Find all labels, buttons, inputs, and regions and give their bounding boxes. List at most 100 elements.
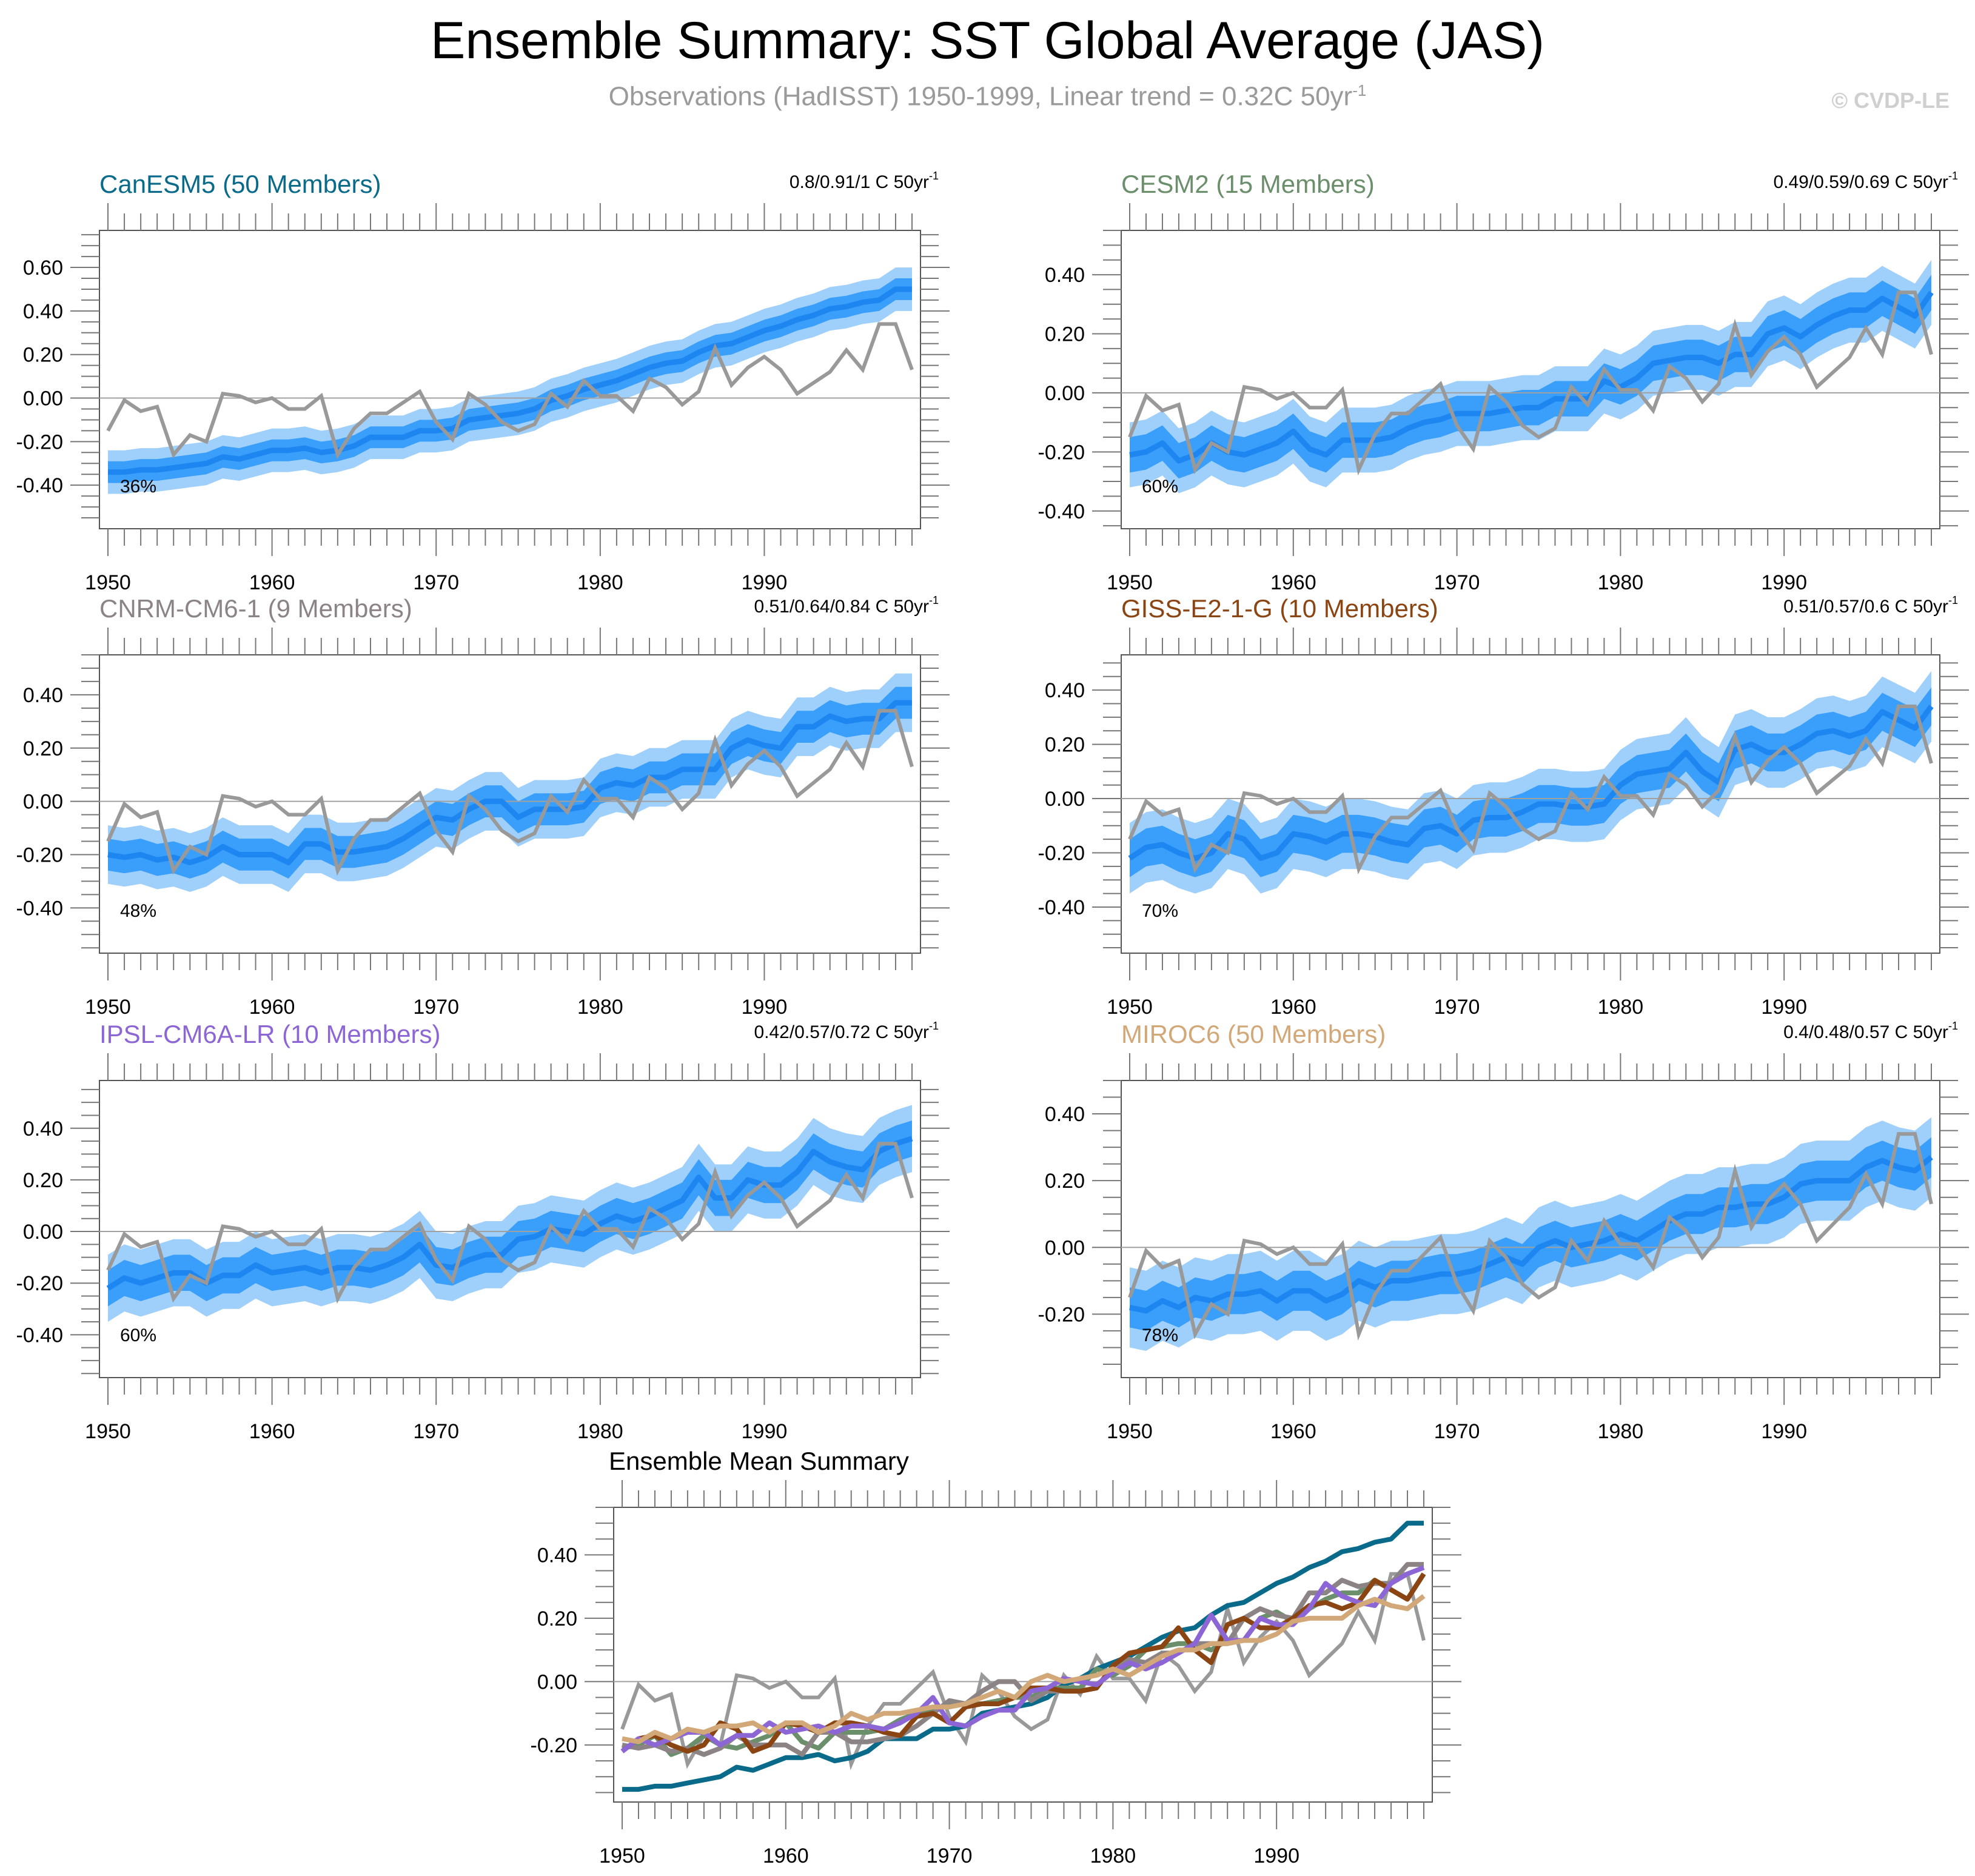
summary-title: Ensemble Mean Summary: [609, 1447, 909, 1475]
ensemble-mean-line: [1129, 290, 1934, 464]
panel-3-xtick-label: 1950: [85, 996, 131, 1019]
summary-xtick-label: 1960: [763, 1844, 809, 1868]
trend-stat: 0.49/0.59/0.69 C 50yr-1: [1773, 170, 1958, 192]
ensemble-mean-line: [1128, 705, 1934, 861]
panel-4-xtick-label: 1970: [1434, 996, 1480, 1019]
summary-xtick-label: 1970: [927, 1844, 973, 1868]
panel-4-ytick-label: 0.20: [1045, 734, 1085, 757]
panel-5-ytick-label: 0.40: [23, 1117, 63, 1141]
spread-band-inner: [108, 1121, 912, 1307]
percent-rank-label: 48%: [120, 901, 156, 921]
panel-5-ytick-label: -0.20: [16, 1272, 64, 1295]
spread-band-inner: [108, 278, 912, 483]
ensemble-mean-line: [108, 286, 912, 475]
panel-1-ytick-label: 0.20: [23, 344, 63, 367]
panel-5-xtick-label: 1990: [742, 1420, 788, 1443]
panel-2-ytick-label: -0.40: [1038, 500, 1085, 523]
panel-1-ytick-label: -0.20: [16, 430, 64, 454]
panel-3-ytick-label: -0.20: [16, 843, 64, 866]
panel-3-ytick-label: 0.00: [23, 791, 63, 814]
panel-5-xtick-label: 1970: [413, 1420, 459, 1443]
observations-line: [1128, 1132, 1933, 1341]
figure-title: Ensemble Summary: SST Global Average (JA…: [430, 12, 1545, 70]
spread-band-inner: [1130, 1137, 1931, 1331]
model-panel: CNRM-CM6-1 (9 Members) 0.51/0.64/0.84 C 5…: [16, 594, 950, 1019]
panel-2-xtick-label: 1980: [1598, 571, 1644, 594]
panel-4-frame: [1121, 654, 1940, 954]
summary-ytick-label: 0.40: [537, 1544, 577, 1567]
summary-xtick-label: 1950: [599, 1844, 645, 1868]
trend-stat: 0.51/0.57/0.6 C 50yr-1: [1783, 594, 1958, 617]
panel-3-xtick-label: 1990: [742, 996, 788, 1019]
panel-6-ytick-label: -0.20: [1038, 1303, 1085, 1326]
trend-stat-superscript: -1: [929, 1020, 939, 1032]
trend-stat: 0.4/0.48/0.57 C 50yr-1: [1783, 1020, 1958, 1042]
summary-xtick-label: 1990: [1253, 1844, 1299, 1868]
ensemble-mean-line: [107, 700, 912, 866]
panel-title: CNRM-CM6-1 (9 Members): [99, 594, 412, 623]
panel-6-ytick-label: 0.20: [1045, 1170, 1085, 1193]
trend-stat-superscript: -1: [1948, 1020, 1958, 1032]
panel-4-xtick-label: 1980: [1598, 996, 1644, 1019]
summary-model-line: [622, 1521, 1424, 1792]
summary-xtick-label: 1980: [1090, 1844, 1136, 1868]
panel-title: IPSL-CM6A-LR (10 Members): [99, 1020, 440, 1048]
panel-3-xtick-label: 1980: [577, 996, 623, 1019]
panel-3-xtick-label: 1970: [413, 996, 459, 1019]
summary-observations-line: [620, 1572, 1426, 1770]
panel-3-xtick-label: 1960: [249, 996, 295, 1019]
panel-2-xtick-label: 1990: [1761, 571, 1807, 594]
panel-4-xtick-label: 1960: [1270, 996, 1316, 1019]
panel-4-ytick-label: 0.00: [1045, 788, 1085, 811]
observations-line: [106, 709, 914, 876]
summary-ytick-label: 0.00: [537, 1670, 577, 1693]
spread-band-inner: [108, 686, 912, 879]
panel-1-xtick-label: 1950: [85, 571, 131, 594]
percent-rank-label: 70%: [1142, 901, 1178, 921]
panel-1-ytick-label: 0.40: [23, 300, 63, 323]
panel-5-ytick-label: -0.40: [16, 1324, 64, 1347]
panel-5-xtick-label: 1960: [249, 1420, 295, 1443]
panel-5-frame: [99, 1080, 921, 1378]
summary-model-line: [622, 1594, 1426, 1744]
panel-1-xtick-label: 1970: [413, 571, 459, 594]
trend-stat-superscript: -1: [1948, 594, 1958, 606]
summary-panel: Ensemble Mean Summary 0.40 0.20 0.00 -0.20 19…: [531, 1447, 1461, 1868]
panel-title: GISS-E2-1-G (10 Members): [1121, 594, 1438, 623]
percent-rank-label: 36%: [120, 477, 156, 497]
model-panel: CanESM5 (50 Members) 0.8/0.91/1 C 50yr-1 0…: [16, 170, 950, 594]
summary-ytick-label: 0.20: [537, 1607, 577, 1630]
panel-6-xtick-label: 1980: [1598, 1420, 1644, 1443]
trend-stat: 0.51/0.64/0.84 C 50yr-1: [754, 594, 939, 617]
panel-2-ytick-label: -0.20: [1038, 441, 1085, 464]
panel-1-ytick-label: -0.40: [16, 474, 64, 497]
observations-line: [106, 1142, 914, 1304]
panel-2-ytick-label: 0.20: [1045, 323, 1085, 346]
panel-1-xtick-label: 1960: [249, 571, 295, 594]
spread-band-outer: [1130, 1117, 1931, 1351]
panel-6-frame: [1121, 1080, 1940, 1378]
panel-2-xtick-label: 1970: [1434, 571, 1480, 594]
trend-stat-superscript: -1: [929, 170, 939, 182]
percent-rank-label: 60%: [120, 1325, 156, 1345]
panel-6-xtick-label: 1960: [1270, 1420, 1316, 1443]
subtitle-superscript: -1: [1352, 81, 1367, 99]
observations-line: [106, 322, 914, 460]
panel-6-xtick-label: 1970: [1434, 1420, 1480, 1443]
panel-5-ytick-label: 0.20: [23, 1169, 63, 1192]
panel-3-frame: [99, 654, 921, 954]
panel-6-ytick-label: 0.40: [1045, 1103, 1085, 1126]
trend-stat-superscript: -1: [1948, 170, 1958, 182]
summary-ytick-label: -0.20: [531, 1734, 578, 1757]
panel-6-xtick-label: 1990: [1761, 1420, 1807, 1443]
percent-rank-label: 78%: [1142, 1325, 1178, 1345]
summary-frame: [613, 1507, 1433, 1803]
panel-6-xtick-label: 1950: [1107, 1420, 1153, 1443]
model-panel: CESM2 (15 Members) 0.49/0.59/0.69 C 50yr-…: [1038, 170, 1969, 594]
panel-4-ytick-label: -0.40: [1038, 896, 1085, 919]
model-panel: GISS-E2-1-G (10 Members) 0.51/0.57/0.6 C …: [1038, 594, 1969, 1019]
panel-5-ytick-label: 0.00: [23, 1221, 63, 1244]
spread-band-outer: [108, 267, 912, 494]
panel-5-xtick-label: 1950: [85, 1420, 131, 1443]
